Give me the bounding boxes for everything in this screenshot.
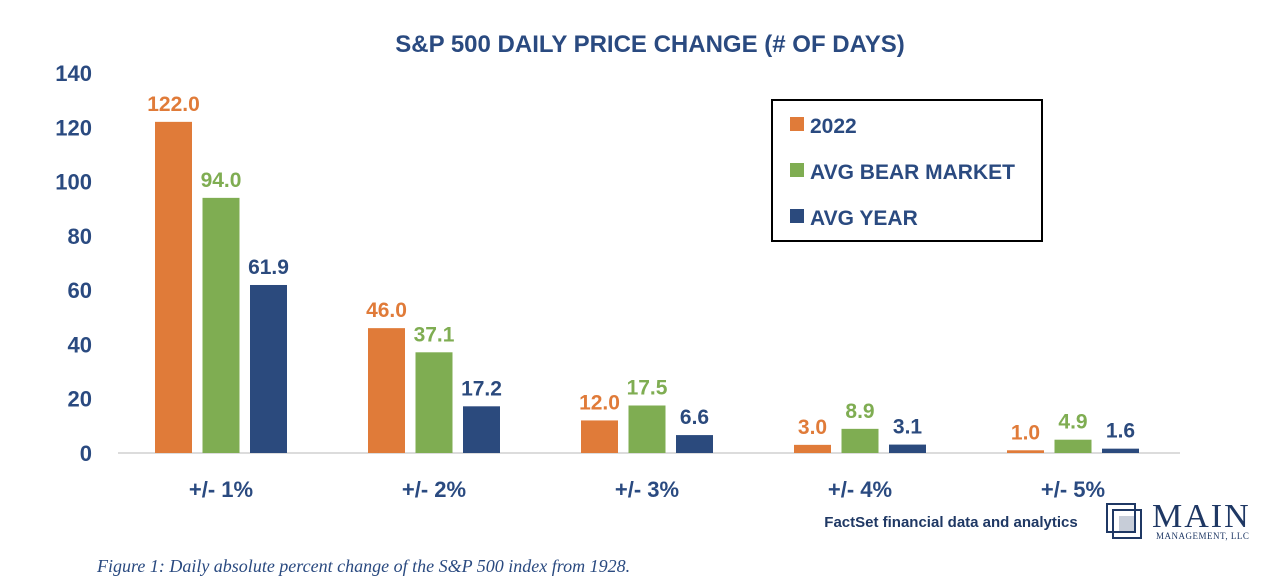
y-axis: 0 20 40 60 80 100 120 140 [55, 61, 92, 466]
bar [841, 428, 879, 453]
bar [794, 444, 831, 453]
data-label: 61.9 [248, 256, 289, 279]
bar [676, 435, 713, 453]
bar [368, 328, 405, 453]
y-tick-label: 140 [55, 61, 92, 86]
data-label: 8.9 [845, 400, 874, 423]
x-tick-label: +/- 1% [189, 477, 253, 502]
data-label: 17.2 [461, 377, 502, 400]
bar [581, 420, 618, 453]
legend-label: 2022 [810, 115, 857, 138]
chart-title: S&P 500 DAILY PRICE CHANGE (# OF DAYS) [395, 31, 904, 58]
legend: 2022 AVG BEAR MARKET AVG YEAR [771, 99, 1043, 242]
data-label: 4.9 [1058, 411, 1087, 434]
logo-subtitle: MANAGEMENT, LLC [1156, 531, 1249, 541]
data-label: 37.1 [414, 323, 455, 346]
bar [1054, 439, 1092, 453]
data-label: 17.5 [627, 377, 668, 400]
logo-mark-icon [1106, 503, 1142, 539]
bar [250, 284, 287, 453]
y-tick-label: 80 [68, 224, 92, 249]
y-tick-label: 0 [80, 441, 92, 466]
legend-label: AVG YEAR [810, 207, 918, 230]
data-label: 46.0 [366, 299, 407, 322]
legend-swatch [790, 209, 804, 223]
bar [628, 405, 666, 453]
bar [202, 197, 240, 453]
y-tick-label: 60 [68, 278, 92, 303]
bar [1007, 450, 1044, 453]
data-label: 122.0 [147, 93, 200, 116]
legend-swatch [790, 117, 804, 131]
figure-caption: Figure 1: Daily absolute percent change … [97, 556, 631, 576]
y-tick-label: 100 [55, 170, 92, 195]
bar [889, 444, 926, 453]
x-tick-label: +/- 4% [828, 477, 892, 502]
y-tick-label: 120 [55, 115, 92, 140]
data-label: 3.1 [893, 416, 923, 439]
bar [155, 121, 192, 453]
data-label: 94.0 [201, 169, 242, 192]
logo-name: MAIN [1152, 498, 1251, 535]
main-management-logo: MAIN MANAGEMENT, LLC [1106, 498, 1251, 541]
data-label: 6.6 [680, 406, 709, 429]
x-axis: +/- 1% +/- 2% +/- 3% +/- 4% +/- 5% [189, 477, 1105, 502]
y-tick-label: 20 [68, 387, 92, 412]
legend-label: AVG BEAR MARKET [810, 161, 1015, 184]
data-label: 1.0 [1011, 421, 1040, 444]
source-text: FactSet financial data and analytics [824, 514, 1077, 531]
data-label: 3.0 [798, 416, 827, 439]
data-label: 1.6 [1106, 420, 1135, 443]
x-tick-label: +/- 5% [1041, 477, 1105, 502]
bar [415, 352, 453, 453]
x-tick-label: +/- 2% [402, 477, 466, 502]
legend-swatch [790, 163, 804, 177]
bars-group: 122.0 46.0 12.0 3.0 1.0 94.0 37.1 17.5 8.9 4.9 61.… [147, 93, 1139, 453]
x-tick-label: +/- 3% [615, 477, 679, 502]
data-label: 12.0 [579, 391, 620, 414]
legend-box [771, 99, 1043, 242]
bar [463, 406, 500, 453]
bar [1102, 448, 1139, 453]
y-tick-label: 40 [68, 332, 92, 357]
